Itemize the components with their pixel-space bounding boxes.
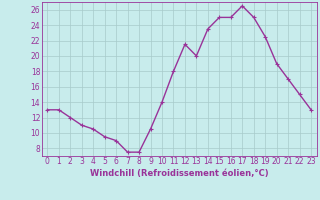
X-axis label: Windchill (Refroidissement éolien,°C): Windchill (Refroidissement éolien,°C) (90, 169, 268, 178)
